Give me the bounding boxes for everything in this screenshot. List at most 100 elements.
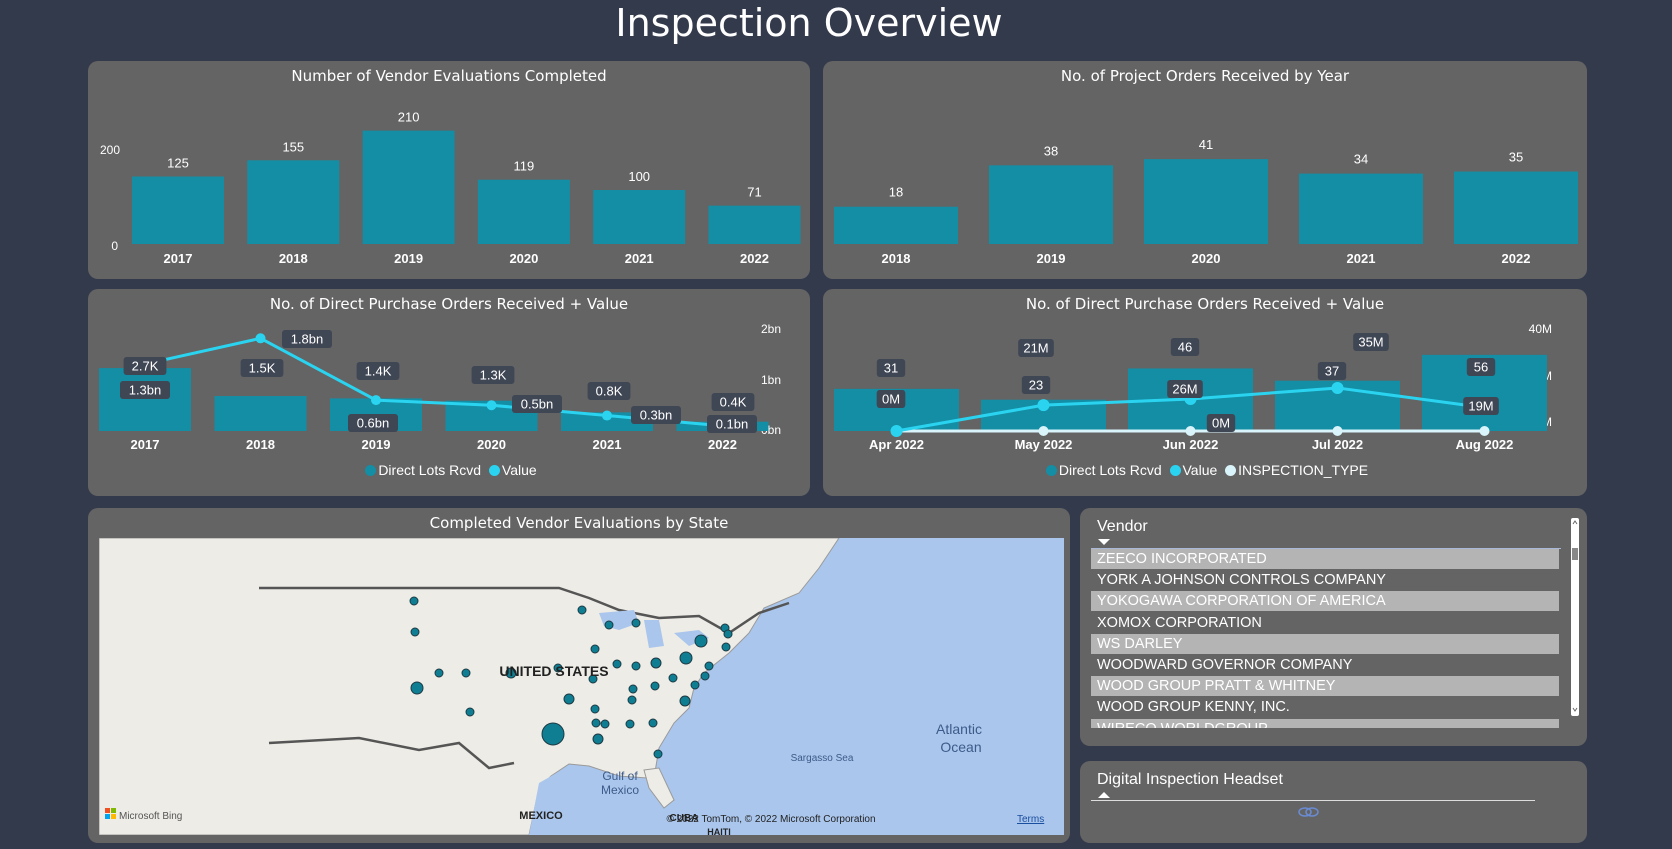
bar-2018	[214, 396, 307, 431]
state-marker[interactable]	[461, 668, 471, 678]
vendor-item[interactable]: YORK A JOHNSON CONTROLS COMPANY	[1097, 572, 1386, 589]
sargasso-label: Sargasso Sea	[791, 753, 854, 764]
state-marker[interactable]	[563, 693, 575, 705]
scroll-down-icon	[1572, 707, 1578, 712]
state-marker[interactable]	[590, 644, 600, 654]
expand-arrow-icon[interactable]	[1097, 791, 1111, 799]
dpo-year-legend: Direct Lots Rcvd Value	[88, 462, 810, 478]
data-label-2022: 71	[747, 185, 761, 200]
scroll-up-icon	[1572, 520, 1578, 525]
x-tick-Jun 2022: Jun 2022	[1163, 437, 1219, 452]
bing-logo-red	[105, 808, 110, 813]
state-marker[interactable]	[679, 651, 693, 665]
header-divider	[1091, 548, 1561, 549]
state-marker[interactable]	[590, 704, 600, 714]
state-marker[interactable]	[541, 722, 565, 746]
state-marker[interactable]	[631, 618, 641, 628]
bar-2019	[362, 130, 455, 244]
state-marker[interactable]	[694, 634, 708, 648]
state-marker[interactable]	[434, 668, 444, 678]
bar-label-2020: 1.3K	[480, 368, 507, 383]
state-marker[interactable]	[592, 733, 604, 745]
state-marker[interactable]	[577, 605, 587, 615]
state-markers	[409, 596, 733, 759]
state-marker[interactable]	[600, 719, 610, 729]
link-icon[interactable]	[1297, 804, 1321, 820]
bar-2018	[247, 160, 340, 244]
value-label-May 2022: 21M	[1023, 341, 1048, 356]
state-marker[interactable]	[465, 707, 475, 717]
vendor-item[interactable]: WOODWARD GOVERNOR COMPANY	[1097, 657, 1353, 673]
vendor-item[interactable]: ZEECO INCORPORATED	[1091, 549, 1559, 569]
inspection-point-Aug 2022	[1479, 426, 1490, 436]
value-point-2021	[602, 410, 612, 421]
x-tick-2021: 2021	[1347, 251, 1376, 266]
state-marker[interactable]	[505, 667, 517, 679]
legend-item-inspection-type[interactable]: INSPECTION_TYPE	[1238, 462, 1369, 478]
data-label-2017: 125	[167, 156, 189, 171]
vendor-evaluations-panel: Number of Vendor Evaluations Completed 2…	[88, 61, 810, 279]
map-view[interactable]: UNITED STATES Atlantic Ocean Sargasso Se…	[99, 538, 1064, 835]
state-marker[interactable]	[653, 749, 663, 759]
state-marker[interactable]	[679, 695, 691, 707]
value-label-Jul 2022-box	[1353, 333, 1389, 351]
cuba-label: CUBA	[670, 813, 699, 824]
state-marker[interactable]	[410, 681, 424, 695]
value-label-2018-box	[282, 330, 332, 348]
state-marker[interactable]	[650, 657, 662, 669]
collapse-arrow-icon[interactable]	[1097, 538, 1111, 546]
state-marker[interactable]	[648, 718, 658, 728]
state-marker[interactable]	[604, 620, 614, 630]
state-marker[interactable]	[704, 661, 714, 671]
bar-label-2021-box	[587, 382, 631, 400]
state-marker[interactable]	[410, 627, 420, 637]
state-marker[interactable]	[553, 663, 563, 673]
bar-2017	[132, 176, 224, 244]
state-marker[interactable]	[650, 681, 660, 691]
value-label-Apr-2022: 0M	[882, 392, 900, 407]
state-marker[interactable]	[409, 596, 419, 606]
value-point-2020	[486, 400, 497, 411]
map-copyright: © 2022 TomTom, © 2022 Microsoft Corporat…	[666, 814, 875, 825]
headset-slicer-header: Digital Inspection Headset	[1097, 771, 1283, 788]
vendor-item[interactable]: WIRECO WORLDGROUP	[1091, 718, 1559, 728]
dpo-month-legend: Direct Lots Rcvd Value INSPECTION_TYPE	[823, 462, 1587, 478]
bar-label-2017: 2.7K	[132, 359, 159, 374]
state-marker[interactable]	[612, 659, 622, 669]
x-tick-2019: 2019	[1037, 251, 1066, 266]
state-marker[interactable]	[625, 719, 635, 729]
vendor-item[interactable]: WOOD GROUP KENNY, INC.	[1097, 699, 1290, 716]
inspection-label-Jun 2022: 0M	[1212, 416, 1230, 431]
x-tick-May 2022: May 2022	[1015, 437, 1073, 452]
terms-link[interactable]: Terms	[1017, 814, 1044, 825]
dpo-year-title: No. of Direct Purchase Orders Received +…	[269, 295, 629, 313]
vendor-item[interactable]: WOOD GROUP PRATT & WHITNEY	[1091, 676, 1559, 697]
state-marker[interactable]	[588, 674, 598, 684]
state-marker[interactable]	[628, 684, 638, 694]
vendor-item[interactable]: YOKOGAWA CORPORATION OF AMERICA	[1091, 591, 1559, 612]
vendor-item[interactable]: XOMOX CORPORATION	[1097, 614, 1262, 631]
right-tick-40m: 40M	[1529, 322, 1552, 336]
legend-item-value[interactable]: Value	[501, 462, 537, 478]
state-marker[interactable]	[668, 673, 678, 683]
project-orders-panel: No. of Project Orders Received by Year 1…	[823, 61, 1587, 279]
state-marker[interactable]	[627, 695, 637, 705]
state-marker[interactable]	[721, 642, 731, 652]
state-marker[interactable]	[700, 671, 710, 681]
legend-item-lots[interactable]: Direct Lots Rcvd	[1058, 462, 1162, 478]
state-marker[interactable]	[723, 629, 733, 639]
state-marker[interactable]	[631, 661, 641, 671]
state-marker[interactable]	[591, 718, 601, 728]
data-label-2019: 38	[1044, 143, 1058, 158]
inspection-label-Jun 2022-box	[1206, 414, 1236, 432]
legend-item-lots[interactable]: Direct Lots Rcvd	[378, 462, 482, 478]
bing-logo-green	[111, 808, 116, 813]
bar-label-Apr 2022-box	[876, 359, 906, 377]
legend-item-value[interactable]: Value	[1182, 462, 1218, 478]
vendor-scrollbar[interactable]	[1571, 518, 1579, 716]
bar-label-Jun 2022-box	[1170, 338, 1200, 356]
value-point-May 2022	[1037, 399, 1050, 412]
state-marker[interactable]	[690, 680, 700, 690]
vendor-item[interactable]: WS DARLEY	[1091, 633, 1559, 654]
data-label-2019: 210	[398, 110, 420, 125]
